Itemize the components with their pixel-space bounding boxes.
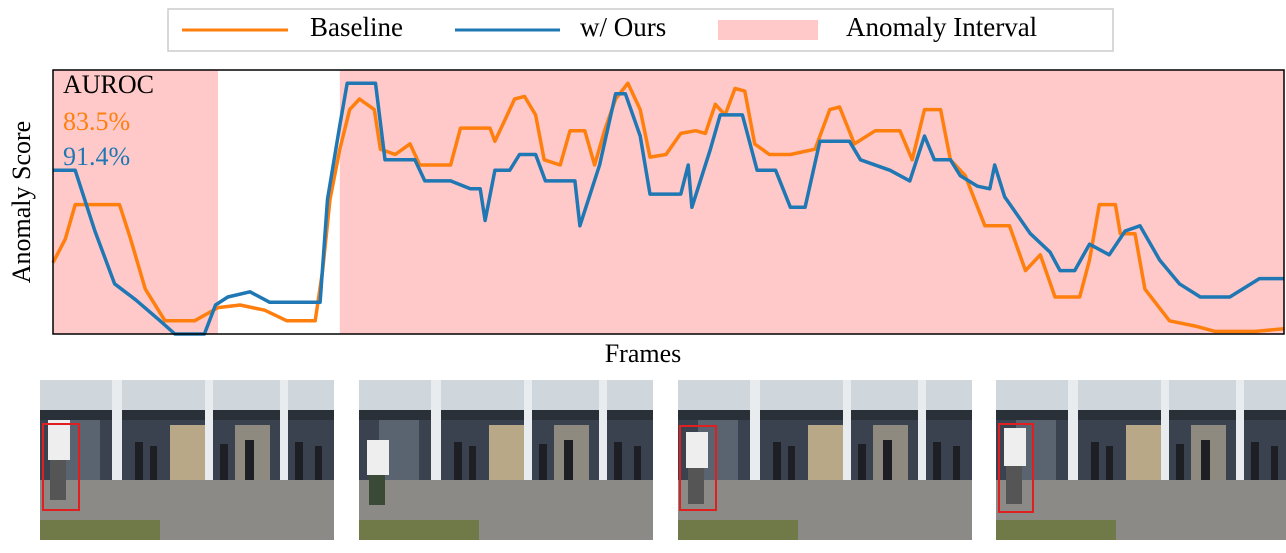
thumbnail bbox=[40, 380, 334, 540]
plot-area bbox=[53, 70, 1284, 334]
thumbnail bbox=[678, 380, 972, 540]
thumbnail bbox=[359, 380, 653, 540]
thumbnail bbox=[996, 380, 1286, 540]
legend-label: Baseline bbox=[310, 12, 403, 42]
legend-label: Anomaly Interval bbox=[846, 12, 1037, 42]
legend: Baseline w/ Ours Anomaly Interval bbox=[168, 9, 1113, 51]
chart: Frames Anomaly Score AUROC 83.5% 91.4% B… bbox=[0, 0, 1286, 548]
auroc-baseline: 83.5% bbox=[63, 107, 130, 136]
y-axis-label: Anomaly Score bbox=[7, 121, 36, 283]
legend-label: w/ Ours bbox=[580, 12, 666, 42]
x-axis-label: Frames bbox=[605, 339, 682, 368]
legend-swatch bbox=[718, 20, 818, 40]
page: {"chart_data": { "type": "line", "xlabel… bbox=[0, 0, 1286, 548]
auroc-ours: 91.4% bbox=[63, 142, 130, 171]
annotation: AUROC bbox=[63, 70, 154, 99]
